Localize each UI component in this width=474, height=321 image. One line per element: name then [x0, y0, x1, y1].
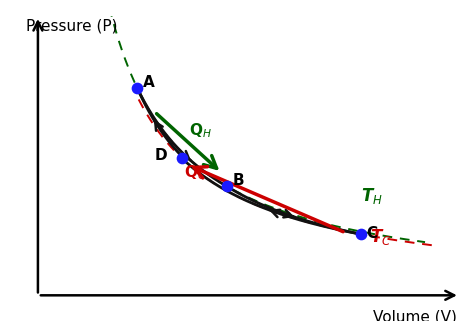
Point	[357, 231, 365, 237]
Text: Q$_{C}$: Q$_{C}$	[184, 163, 207, 181]
Text: T$_{H}$: T$_{H}$	[361, 186, 383, 206]
Text: A: A	[143, 74, 155, 90]
Point	[133, 85, 141, 91]
Text: T$_{C}$: T$_{C}$	[371, 227, 392, 247]
Text: Pressure (P): Pressure (P)	[26, 19, 117, 34]
Text: C: C	[366, 226, 378, 241]
Text: Volume (V): Volume (V)	[374, 310, 457, 321]
Text: D: D	[155, 148, 167, 162]
Point	[178, 156, 186, 161]
Point	[223, 184, 230, 189]
Text: Q$_{H}$: Q$_{H}$	[189, 122, 212, 140]
Text: B: B	[232, 173, 244, 188]
